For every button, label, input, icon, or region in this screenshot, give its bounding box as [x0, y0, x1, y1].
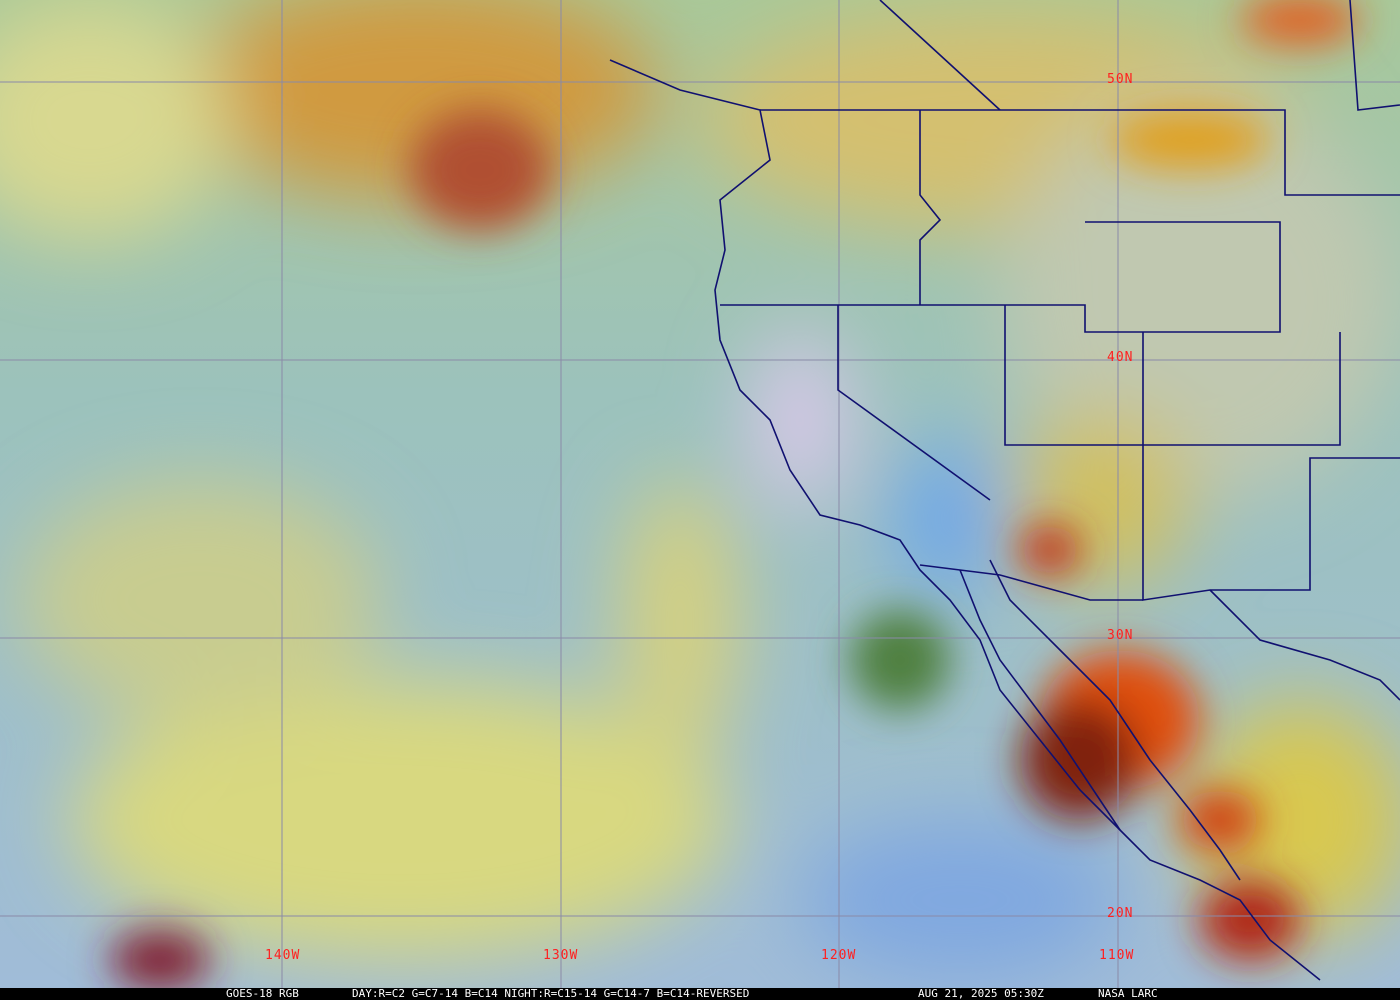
caption-source: NASA LARC [1098, 987, 1158, 1000]
lon-label-130w: 130W [543, 948, 579, 963]
caption-bar: GOES-18 RGB DAY:R=C2 G=C7-14 B=C14 NIGHT… [0, 988, 1400, 1000]
lat-label-50n: 50N [1107, 72, 1134, 87]
lat-label-40n: 40N [1107, 350, 1134, 365]
caption-recipe: DAY:R=C2 G=C7-14 B=C14 NIGHT:R=C15-14 G=… [352, 987, 750, 1000]
lat-label-30n: 30N [1107, 628, 1134, 643]
lon-label-120w: 120W [821, 948, 857, 963]
lat-label-20n: 20N [1107, 906, 1134, 921]
storm-cells [110, 0, 1360, 988]
lon-label-110w: 110W [1099, 948, 1135, 963]
caption-timestamp: AUG 21, 2025 05:30Z [918, 987, 1044, 1000]
coastlines-and-borders [609, 0, 1400, 981]
lon-label-140w: 140W [265, 948, 301, 963]
caption-product: GOES-18 RGB [226, 987, 299, 1000]
